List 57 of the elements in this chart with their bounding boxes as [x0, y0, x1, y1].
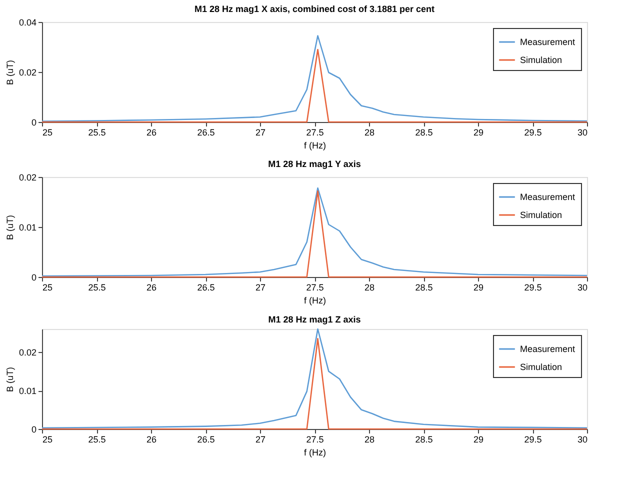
legend-label: Simulation	[520, 210, 562, 220]
x-tick-label: 30	[577, 434, 588, 444]
x-tick-label: 27.5	[306, 282, 324, 292]
x-tick-label: 25.5	[88, 434, 106, 444]
y-tick-label: 0	[31, 424, 36, 434]
x-tick-label: 29.5	[524, 434, 542, 444]
y-axis-title: B (uT)	[4, 214, 15, 240]
chart-title: M1 28 Hz mag1 X axis, combined cost of 3.1881 per cent	[194, 4, 435, 14]
x-tick-label: 28	[364, 282, 375, 292]
chart-title: M1 28 Hz mag1 Z axis	[268, 314, 361, 324]
x-tick-label: 25	[42, 128, 53, 138]
y-tick-label: 0.04	[18, 18, 36, 28]
legend-label: Measurement	[520, 344, 576, 354]
x-tick-label: 25.5	[88, 282, 106, 292]
y-tick-label: 0.02	[18, 68, 36, 78]
x-tick-label: 25	[42, 434, 53, 444]
y-axis-title: B (uT)	[4, 60, 15, 86]
x-tick-label: 26	[146, 282, 157, 292]
y-tick-label: 0	[31, 118, 36, 128]
x-tick-label: 30	[577, 128, 588, 138]
x-axis-title: f (Hz)	[304, 296, 326, 306]
x-tick-label: 30	[577, 282, 588, 292]
y-axis-title: B (uT)	[4, 366, 15, 392]
x-tick-label: 28	[364, 128, 375, 138]
y-tick-label: 0.01	[18, 386, 36, 396]
x-tick-label: 29.5	[524, 128, 542, 138]
y-tick-label: 0	[31, 272, 36, 282]
x-tick-label: 27.5	[306, 434, 324, 444]
legend-label: Measurement	[520, 192, 576, 202]
x-axis-title: f (Hz)	[304, 448, 326, 458]
x-tick-label: 26.5	[197, 434, 215, 444]
x-tick-label: 29.5	[524, 282, 542, 292]
x-tick-label: 29	[473, 128, 484, 138]
x-tick-label: 25	[42, 282, 53, 292]
legend-label: Simulation	[520, 55, 562, 65]
x-tick-label: 27	[255, 282, 266, 292]
y-tick-label: 0.02	[18, 348, 36, 358]
x-tick-label: 28.5	[415, 434, 433, 444]
chart-title: M1 28 Hz mag1 Y axis	[268, 159, 361, 169]
x-tick-label: 28	[364, 434, 375, 444]
x-tick-label: 26	[146, 128, 157, 138]
x-tick-label: 27	[255, 434, 266, 444]
x-tick-label: 27	[255, 128, 266, 138]
x-tick-label: 26	[146, 434, 157, 444]
x-tick-label: 27.5	[306, 128, 324, 138]
legend-label: Simulation	[520, 362, 562, 372]
y-tick-label: 0.01	[18, 222, 36, 232]
y-tick-label: 0.02	[18, 172, 36, 182]
legend-label: Measurement	[520, 37, 576, 47]
x-tick-label: 26.5	[197, 128, 215, 138]
x-tick-label: 26.5	[197, 282, 215, 292]
x-axis-title: f (Hz)	[304, 140, 326, 150]
x-tick-label: 28.5	[415, 128, 433, 138]
x-tick-label: 25.5	[88, 128, 106, 138]
x-tick-label: 28.5	[415, 282, 433, 292]
x-tick-label: 29	[473, 282, 484, 292]
x-tick-label: 29	[473, 434, 484, 444]
